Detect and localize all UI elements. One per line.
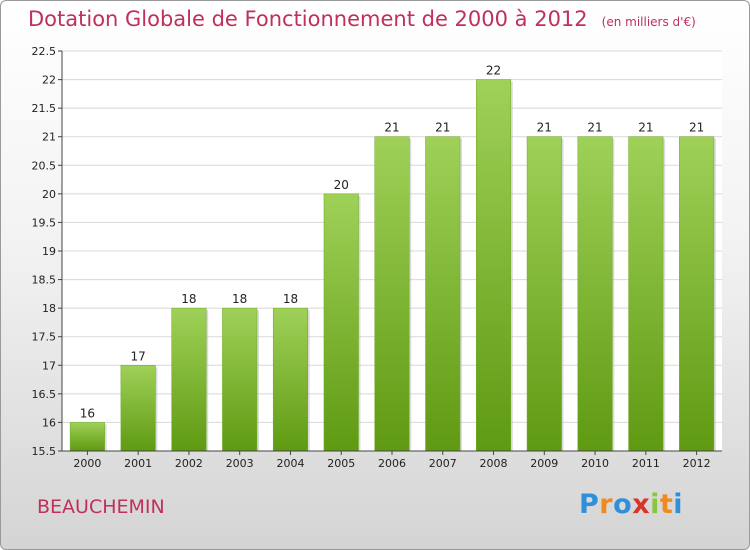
x-tick-label: 2009 [530, 457, 558, 470]
data-label: 21 [384, 121, 399, 135]
y-tick-label: 21.5 [32, 102, 57, 115]
x-tick-label: 2006 [378, 457, 406, 470]
x-tick-label: 2008 [480, 457, 508, 470]
x-tick-label: 2004 [276, 457, 304, 470]
logo-letter: i [673, 489, 684, 520]
data-label: 18 [232, 292, 247, 306]
data-labels: 16 17 18 18 18 20 21 21 22 21 21 21 21 [80, 64, 705, 421]
bar [476, 79, 512, 452]
chart-title: Dotation Globale de Fonctionnement de 20… [28, 7, 696, 31]
y-tick-label: 18 [42, 302, 56, 315]
bar [69, 422, 105, 452]
bar [425, 136, 461, 452]
bar [323, 193, 359, 452]
logo-letter: t [659, 489, 674, 520]
data-label: 21 [587, 121, 602, 135]
chart-title-text: Dotation Globale de Fonctionnement de 20… [28, 7, 588, 31]
y-tick-label: 20.5 [32, 159, 57, 172]
data-label: 16 [80, 406, 95, 420]
y-tick-label: 20 [42, 188, 56, 201]
bar [526, 136, 562, 452]
data-label: 22 [486, 64, 501, 78]
y-tick-label: 22.5 [32, 45, 57, 58]
y-tick-label: 15.5 [32, 445, 57, 458]
bar [272, 307, 308, 452]
x-tick-label: 2003 [226, 457, 254, 470]
data-label: 17 [131, 349, 146, 363]
x-tick-label: 2002 [175, 457, 203, 470]
bar [679, 136, 715, 452]
x-axis-tick-labels: 2000 2001 2002 2003 2004 2005 2006 2007 2008 2009… [73, 451, 711, 470]
y-tick-label: 19.5 [32, 216, 57, 229]
x-tick-label: 2005 [327, 457, 355, 470]
y-tick-label: 16.5 [32, 388, 57, 401]
logo-letter: r [599, 489, 614, 520]
x-tick-label: 2011 [632, 457, 660, 470]
commune-name: BEAUCHEMIN [37, 496, 165, 518]
bar [374, 136, 410, 452]
x-tick-label: 2007 [429, 457, 457, 470]
logo-letter: i [650, 489, 660, 520]
bar [577, 136, 613, 452]
y-tick-label: 16 [42, 416, 56, 429]
chart-subtitle: (en milliers d'€) [601, 15, 696, 29]
data-label: 21 [638, 121, 653, 135]
x-tick-label: 2012 [683, 457, 711, 470]
data-label: 20 [334, 178, 349, 192]
y-axis-tick-labels: 15.5 16 16.5 17 17.5 18 18.5 19 19.5 20 20.5 21 21.5… [32, 45, 62, 458]
data-label: 21 [689, 121, 704, 135]
y-tick-label: 19 [42, 245, 56, 258]
logo-letter: o [613, 489, 633, 520]
bars [69, 79, 716, 452]
logo-letter: P [579, 489, 600, 520]
data-label: 18 [181, 292, 196, 306]
bar [222, 307, 258, 452]
proxiti-logo[interactable]: Proxiti [579, 489, 683, 520]
y-tick-label: 18.5 [32, 274, 57, 287]
y-tick-label: 17.5 [32, 331, 57, 344]
logo-letter: x [632, 489, 651, 520]
bar [171, 307, 207, 452]
y-tick-label: 17 [42, 359, 56, 372]
bar [120, 365, 156, 452]
data-label: 21 [435, 121, 450, 135]
bar [628, 136, 664, 452]
data-label: 18 [283, 292, 298, 306]
x-tick-label: 2001 [124, 457, 152, 470]
data-label: 21 [537, 121, 552, 135]
x-tick-label: 2010 [581, 457, 609, 470]
x-tick-label: 2000 [73, 457, 101, 470]
y-tick-label: 21 [42, 131, 56, 144]
y-tick-label: 22 [42, 74, 56, 87]
